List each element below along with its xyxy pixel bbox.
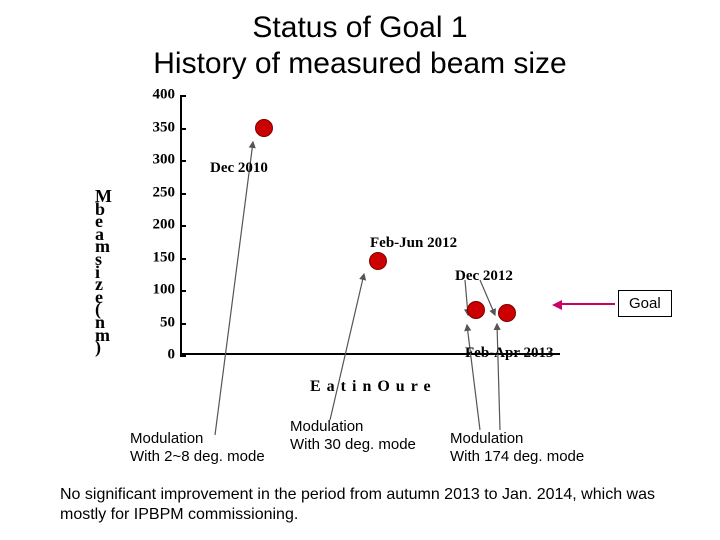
ytick-label: 0 bbox=[140, 347, 175, 364]
ytick-label: 150 bbox=[140, 249, 175, 266]
ytick bbox=[180, 128, 186, 130]
ytick bbox=[180, 95, 186, 97]
ytick bbox=[180, 225, 186, 227]
chart-label: Feb-Jun 2012 bbox=[370, 235, 457, 252]
ytick-label: 350 bbox=[140, 119, 175, 136]
annotation: ModulationWith 174 deg. mode bbox=[450, 430, 584, 466]
data-point bbox=[255, 119, 273, 137]
annotation: ModulationWith 30 deg. mode bbox=[290, 418, 416, 454]
slide: Status of Goal 1 History of measured bea… bbox=[0, 0, 720, 540]
ytick-label: 250 bbox=[140, 184, 175, 201]
x-axis-label: E a t i n O u r e bbox=[310, 378, 432, 396]
ytick-label: 200 bbox=[140, 217, 175, 234]
chart-label: Feb-Apr 2013 bbox=[465, 345, 553, 362]
goal-box: Goal bbox=[618, 290, 672, 317]
ytick-label: 50 bbox=[140, 314, 175, 331]
ytick bbox=[180, 193, 186, 195]
ytick bbox=[180, 160, 186, 162]
footnote: No significant improvement in the period… bbox=[60, 485, 670, 525]
ytick-label: 400 bbox=[140, 87, 175, 104]
ytick-label: 300 bbox=[140, 152, 175, 169]
ytick-label: 100 bbox=[140, 282, 175, 299]
title-line-2: History of measured beam size bbox=[0, 46, 720, 82]
title-line-1: Status of Goal 1 bbox=[0, 10, 720, 46]
goal-label: Goal bbox=[629, 295, 661, 312]
ytick bbox=[180, 290, 186, 292]
ytick bbox=[180, 323, 186, 325]
chart-label: Dec 2010 bbox=[210, 160, 268, 177]
ytick bbox=[180, 258, 186, 260]
ytick bbox=[180, 355, 186, 357]
y-axis-label: Mbeamsize(nm) bbox=[95, 190, 112, 354]
chart-label: Dec 2012 bbox=[455, 268, 513, 285]
goal-arrow bbox=[560, 303, 615, 305]
data-point bbox=[467, 301, 485, 319]
annotation: ModulationWith 2~8 deg. mode bbox=[130, 430, 265, 466]
data-point bbox=[498, 304, 516, 322]
data-point bbox=[369, 252, 387, 270]
chart: 050100150200250300350400 bbox=[140, 95, 560, 385]
slide-title: Status of Goal 1 History of measured bea… bbox=[0, 10, 720, 82]
